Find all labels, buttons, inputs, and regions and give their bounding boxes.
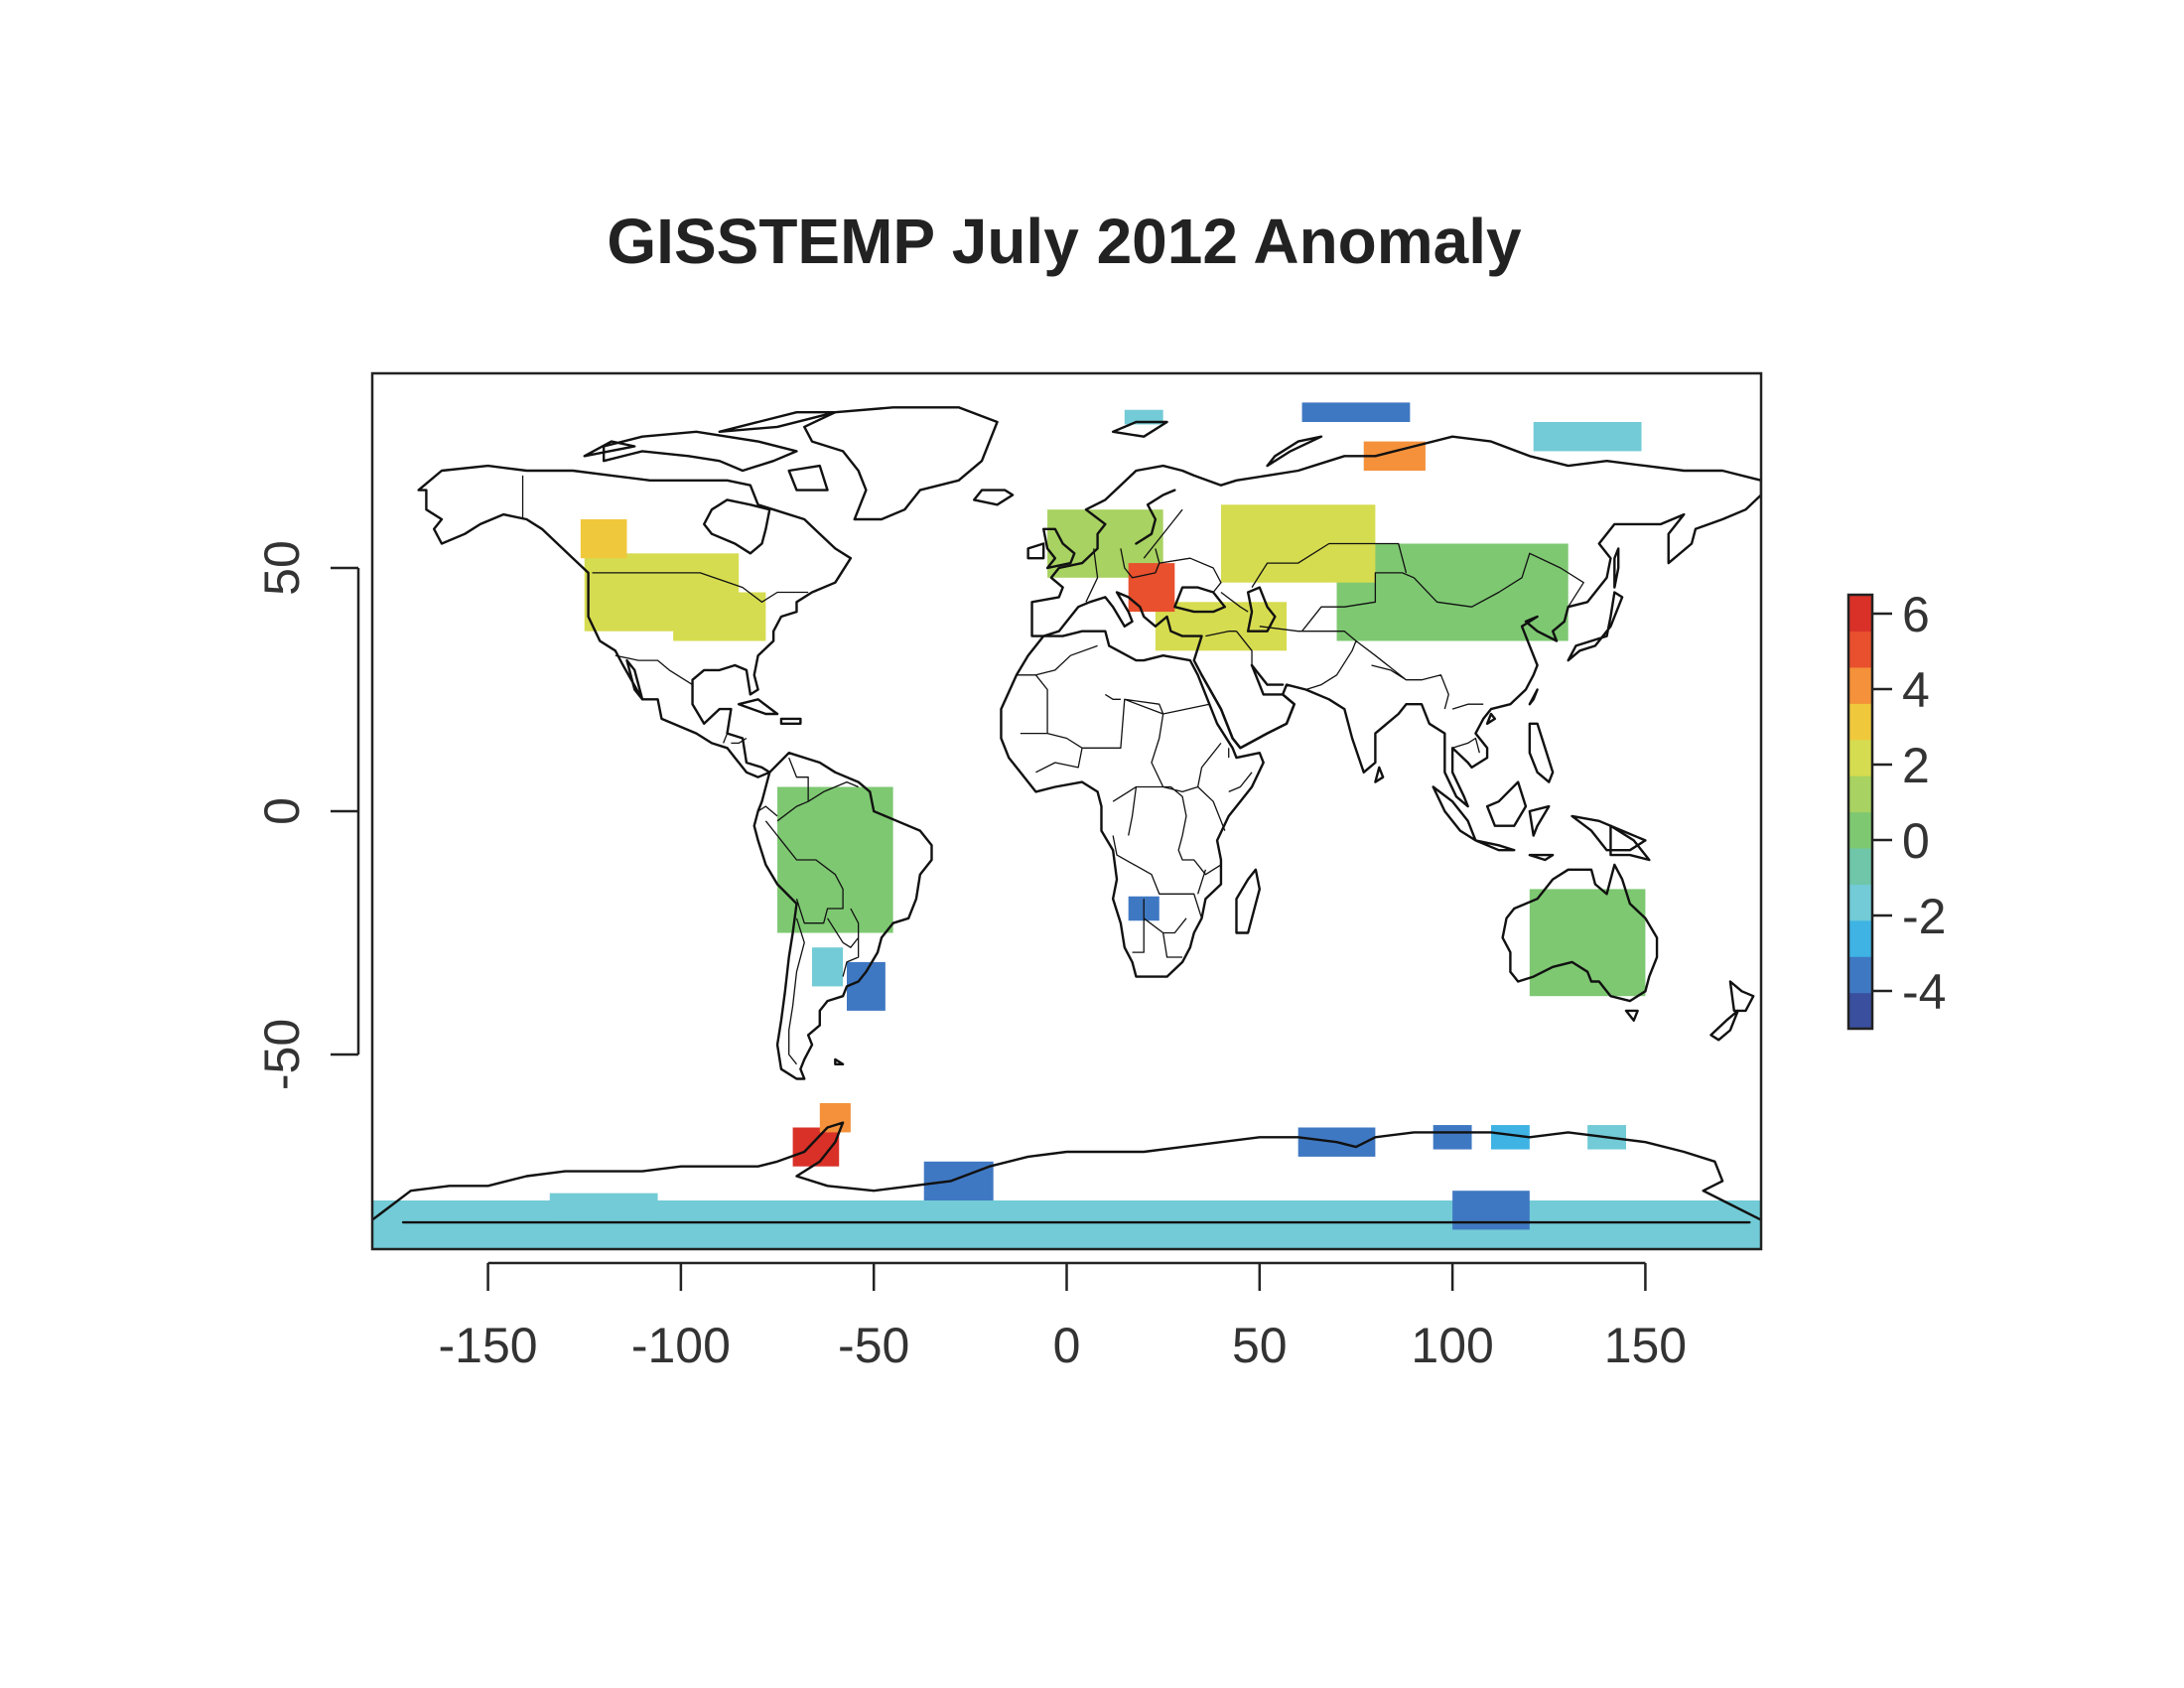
anomaly-cell xyxy=(1124,409,1163,425)
colorbar: 6 4 2 0 -2 -4 xyxy=(1846,587,1946,1031)
x-tick-label: -50 xyxy=(838,1318,909,1373)
x-tick-label: 0 xyxy=(1053,1318,1081,1373)
anomaly-cell xyxy=(1433,1125,1472,1150)
colorbar-block xyxy=(1848,884,1872,921)
anomaly-cell xyxy=(1533,422,1642,452)
colorbar-block xyxy=(1848,775,1872,813)
colorbar-tick-label: 0 xyxy=(1902,813,1930,869)
x-tick-label: 100 xyxy=(1411,1318,1493,1373)
colorbar-tick-label: 4 xyxy=(1902,662,1930,718)
colorbar-tick-label: 2 xyxy=(1902,738,1930,793)
anomaly-cell xyxy=(1301,402,1411,422)
anomaly-cell xyxy=(549,1193,658,1218)
colorbar-tick-label: -4 xyxy=(1902,964,1946,1020)
y-tick-label: 0 xyxy=(254,797,310,825)
map-panel xyxy=(370,371,1763,1251)
x-tick-label: -100 xyxy=(631,1318,731,1373)
colorbar-block xyxy=(1848,595,1872,633)
colorbar-blocks xyxy=(1848,595,1872,1030)
coastlines xyxy=(372,407,1761,1222)
anomaly-cell xyxy=(846,961,886,1011)
y-tick-label: -50 xyxy=(254,1019,310,1090)
country-borders xyxy=(523,476,1584,1064)
anomaly-cell xyxy=(1529,889,1646,997)
y-axis: 50 0 -50 xyxy=(254,540,360,1090)
anomaly-cell xyxy=(1452,1191,1530,1230)
colorbar-block xyxy=(1848,992,1872,1030)
x-tick-label: 150 xyxy=(1604,1318,1687,1373)
colorbar-ticks: 6 4 2 0 -2 -4 xyxy=(1872,587,1946,1020)
colorbar-block xyxy=(1848,811,1872,849)
anomaly-cell xyxy=(819,1103,851,1133)
map-plot-area xyxy=(372,402,1761,1249)
chart-title: GISSTEMP July 2012 Anomaly xyxy=(607,206,1522,277)
colorbar-tick-label: 6 xyxy=(1902,587,1930,642)
colorbar-block xyxy=(1848,847,1872,885)
colorbar-block xyxy=(1848,666,1872,704)
colorbar-block xyxy=(1848,956,1872,994)
colorbar-tick-label: -2 xyxy=(1902,889,1946,944)
anomaly-cell xyxy=(673,592,766,641)
anomaly-cells xyxy=(372,402,1761,1249)
x-axis: -150 -100 -50 0 50 100 150 xyxy=(439,1261,1687,1373)
colorbar-frame xyxy=(1846,593,1874,1031)
anomaly-cell xyxy=(812,947,844,987)
y-tick-label: 50 xyxy=(254,540,310,596)
plot-frame xyxy=(370,371,1763,1251)
colorbar-block xyxy=(1848,739,1872,776)
colorbar-block xyxy=(1848,703,1872,741)
colorbar-block xyxy=(1848,919,1872,957)
colorbar-block xyxy=(1848,631,1872,668)
anomaly-cell xyxy=(923,1161,994,1200)
x-tick-label: -150 xyxy=(439,1318,538,1373)
anomaly-cell xyxy=(580,519,627,559)
x-tick-label: 50 xyxy=(1232,1318,1288,1373)
